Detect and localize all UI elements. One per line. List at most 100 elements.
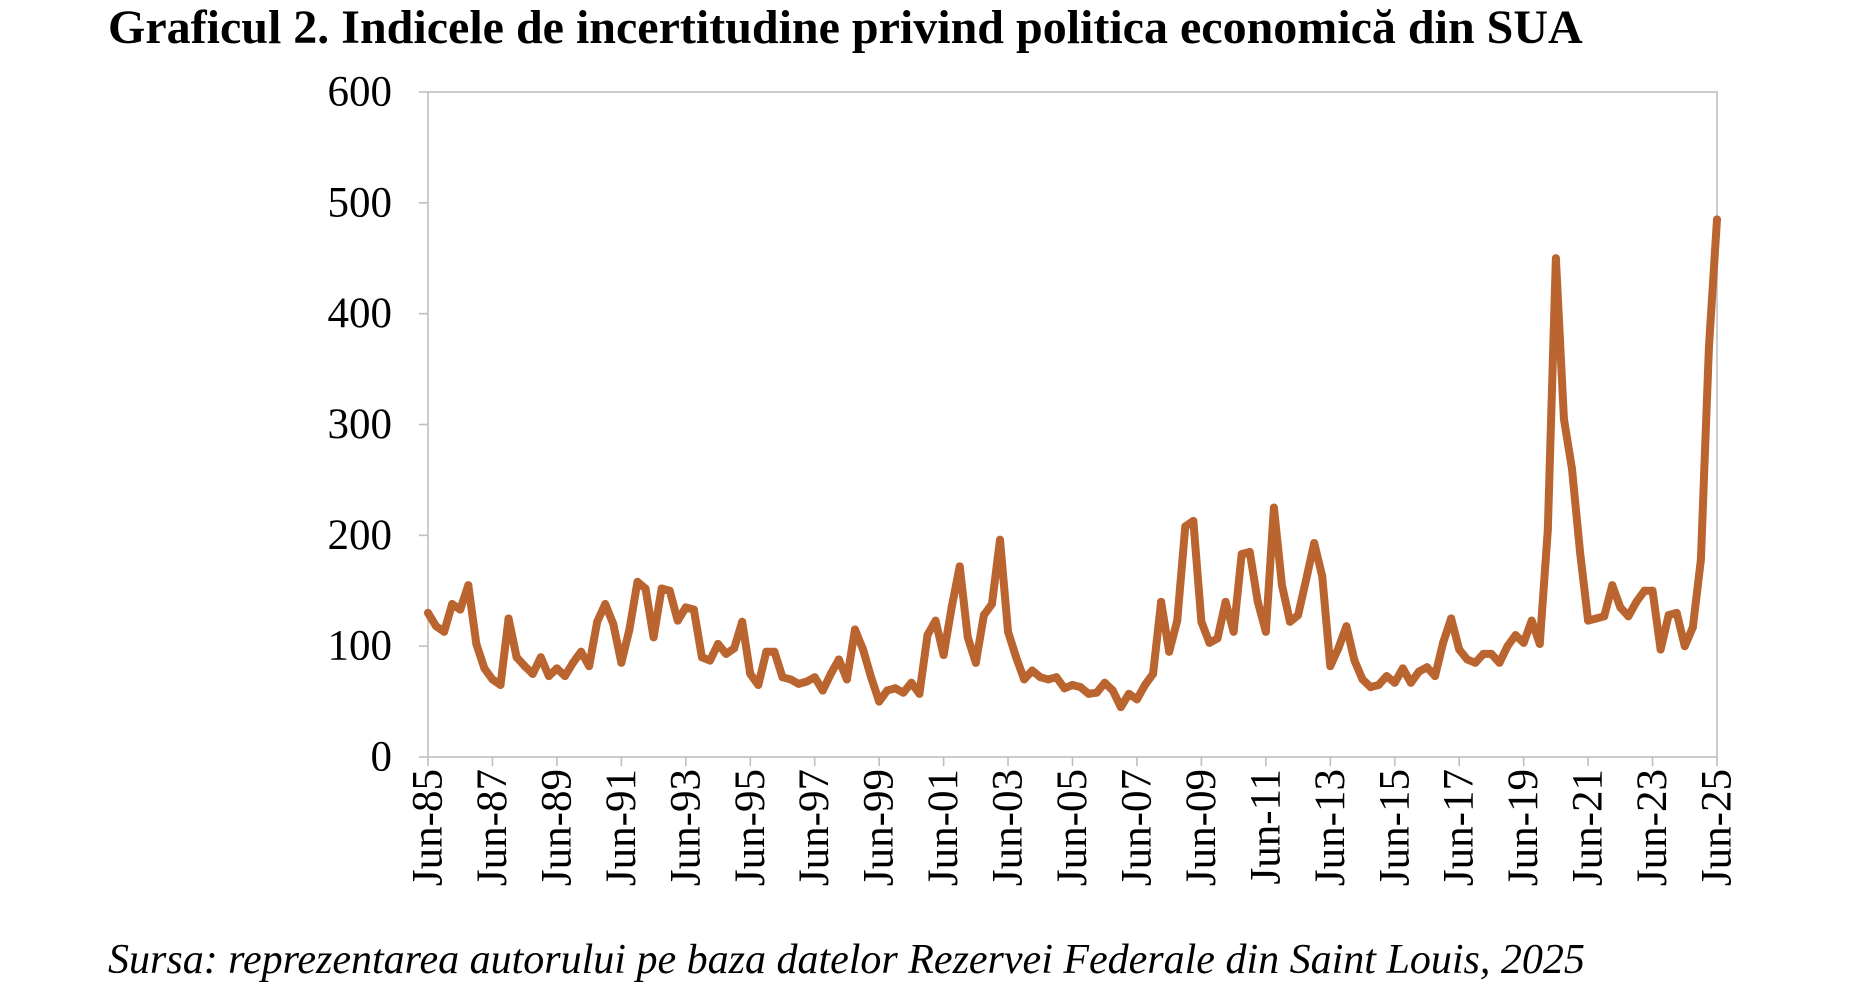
data-point bbox=[1100, 678, 1109, 687]
data-point bbox=[1479, 649, 1488, 658]
data-point bbox=[1213, 634, 1222, 643]
data-point bbox=[850, 625, 859, 634]
data-point bbox=[738, 617, 747, 626]
data-point bbox=[1495, 658, 1504, 667]
data-point bbox=[456, 605, 465, 614]
data-point bbox=[1076, 683, 1085, 692]
data-point bbox=[1261, 627, 1270, 636]
data-point bbox=[1696, 555, 1705, 564]
data-point bbox=[1318, 572, 1327, 581]
data-point bbox=[625, 625, 634, 634]
data-point bbox=[891, 684, 900, 693]
data-point bbox=[1165, 647, 1174, 656]
data-point bbox=[1036, 673, 1045, 682]
data-point bbox=[1004, 627, 1013, 636]
data-point bbox=[1713, 215, 1721, 224]
x-tick-label: Jun-97 bbox=[791, 769, 838, 886]
data-point bbox=[802, 677, 811, 686]
data-point bbox=[1519, 638, 1528, 647]
data-point bbox=[842, 675, 851, 684]
data-point bbox=[714, 639, 723, 648]
data-point bbox=[1116, 703, 1125, 712]
data-point bbox=[1157, 597, 1166, 606]
x-tick-label: Jun-11 bbox=[1242, 769, 1289, 884]
data-point bbox=[1624, 612, 1633, 621]
y-tick-label: 600 bbox=[328, 69, 393, 116]
x-tick-label: Jun-89 bbox=[533, 769, 580, 886]
x-tick-label: Jun-17 bbox=[1436, 769, 1483, 886]
x-tick-label: Jun-25 bbox=[1694, 769, 1741, 886]
data-point bbox=[1463, 655, 1472, 664]
x-tick-label: Jun-87 bbox=[469, 769, 516, 886]
data-point bbox=[1551, 254, 1560, 263]
x-tick-label: Jun-19 bbox=[1500, 769, 1547, 886]
x-axis: Jun-85 Jun-87 Jun-89 Jun-91 Jun-93 Jun-95 Jun-… bbox=[405, 757, 1741, 886]
data-point bbox=[601, 600, 610, 609]
x-tick-label: Jun-03 bbox=[985, 769, 1032, 886]
data-point bbox=[536, 653, 545, 662]
data-point bbox=[1398, 664, 1407, 673]
data-point bbox=[923, 631, 932, 640]
y-tick-label: 100 bbox=[328, 623, 393, 670]
data-point bbox=[681, 603, 690, 612]
data-point bbox=[995, 535, 1004, 544]
data-point bbox=[786, 675, 795, 684]
data-point bbox=[778, 673, 787, 682]
data-point bbox=[560, 672, 569, 681]
data-point bbox=[705, 656, 714, 665]
data-point bbox=[1294, 611, 1303, 620]
data-point bbox=[633, 577, 642, 586]
x-tick-label: Jun-23 bbox=[1629, 769, 1676, 886]
data-point bbox=[1253, 597, 1262, 606]
data-point bbox=[617, 658, 626, 667]
data-point bbox=[1439, 638, 1448, 647]
data-point bbox=[1390, 678, 1399, 687]
data-point bbox=[1269, 503, 1278, 512]
data-point bbox=[1447, 614, 1456, 623]
data-point bbox=[939, 651, 948, 660]
x-tick-label: Jun-99 bbox=[856, 769, 903, 886]
data-point bbox=[432, 622, 441, 631]
data-point bbox=[1680, 642, 1689, 651]
data-point bbox=[424, 608, 432, 617]
x-tick-label: Jun-13 bbox=[1307, 769, 1354, 886]
data-point bbox=[697, 653, 706, 662]
data-point bbox=[1511, 631, 1520, 640]
data-point bbox=[496, 680, 505, 689]
data-point bbox=[1189, 516, 1198, 525]
data-point bbox=[1559, 414, 1568, 423]
data-point bbox=[1422, 663, 1431, 672]
data-point bbox=[1592, 614, 1601, 623]
data-point bbox=[979, 611, 988, 620]
data-point bbox=[1124, 689, 1133, 698]
data-point bbox=[1084, 689, 1093, 698]
data-point bbox=[746, 669, 755, 678]
x-tick-label: Jun-85 bbox=[405, 769, 452, 886]
data-point bbox=[472, 639, 481, 648]
data-point bbox=[1374, 680, 1383, 689]
data-point bbox=[899, 688, 908, 697]
data-point bbox=[971, 658, 980, 667]
data-point bbox=[1052, 673, 1061, 682]
data-point bbox=[987, 600, 996, 609]
data-point bbox=[1229, 627, 1238, 636]
data-point bbox=[834, 655, 843, 664]
data-point bbox=[1277, 581, 1286, 590]
data-point bbox=[1406, 678, 1415, 687]
y-tick-label: 500 bbox=[328, 179, 393, 226]
x-tick-label: Jun-95 bbox=[727, 769, 774, 886]
data-point bbox=[1600, 612, 1609, 621]
data-point bbox=[1640, 586, 1649, 595]
data-point bbox=[1664, 611, 1673, 620]
series-line bbox=[424, 215, 1721, 712]
data-point bbox=[464, 581, 473, 590]
data-point bbox=[1132, 695, 1141, 704]
data-point bbox=[448, 600, 457, 609]
x-tick-label: Jun-91 bbox=[598, 769, 645, 886]
data-point bbox=[528, 669, 537, 678]
data-point bbox=[1141, 680, 1150, 689]
data-point bbox=[770, 647, 779, 656]
data-point bbox=[1567, 464, 1576, 473]
data-point bbox=[1358, 675, 1367, 684]
data-point bbox=[859, 645, 868, 654]
